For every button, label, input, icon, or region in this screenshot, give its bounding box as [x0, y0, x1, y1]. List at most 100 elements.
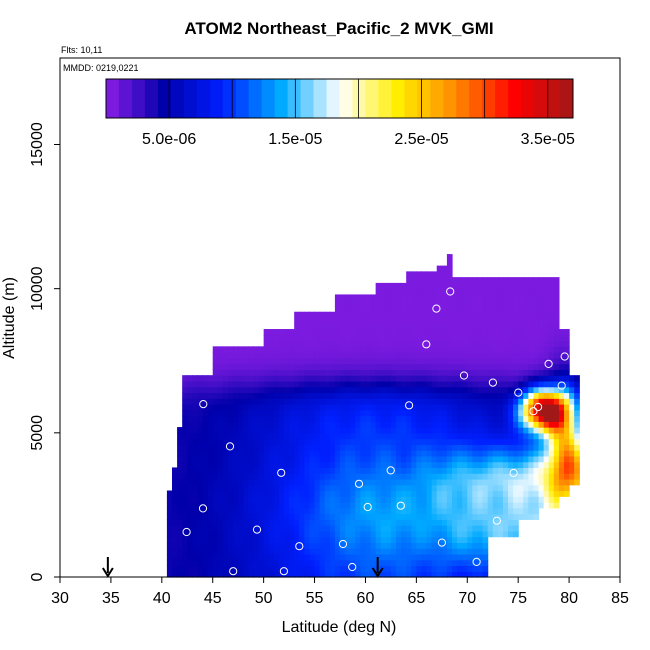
heatmap-cell: [452, 478, 458, 486]
heatmap-cell: [197, 530, 204, 538]
heatmap-cell: [355, 409, 361, 417]
heatmap-cell: [528, 357, 535, 365]
heatmap-cell: [548, 346, 555, 353]
heatmap-cell: [187, 467, 193, 474]
heatmap-cell: [375, 519, 382, 526]
heatmap-cell: [207, 536, 214, 543]
heatmap-cell: [182, 507, 188, 515]
heatmap-cell: [477, 409, 484, 417]
heatmap-cell: [436, 438, 443, 445]
heatmap-cell: [446, 571, 453, 578]
heatmap-cell: [228, 380, 234, 388]
heatmap-cell: [355, 432, 361, 440]
heatmap-cell: [401, 455, 407, 463]
heatmap-cell: [543, 369, 550, 376]
heatmap-cell: [350, 323, 356, 330]
heatmap-cell: [278, 340, 285, 347]
heatmap-cell: [538, 323, 545, 330]
heatmap-cell: [380, 386, 387, 394]
heatmap-cell: [375, 525, 382, 532]
heatmap-cell: [406, 346, 412, 353]
heatmap-cell: [533, 352, 540, 359]
heatmap-cell: [431, 507, 438, 515]
heatmap-cell: [390, 438, 397, 445]
heatmap-cell: [360, 369, 367, 376]
heatmap-cell: [431, 271, 438, 278]
heatmap-cell: [528, 375, 535, 382]
heatmap-cell: [258, 461, 265, 469]
heatmap-cell: [558, 346, 565, 353]
heatmap-cell: [523, 352, 529, 359]
heatmap-cell: [508, 473, 514, 480]
heatmap-cell: [187, 559, 193, 567]
heatmap-cell: [406, 473, 412, 480]
heatmap-cell: [182, 490, 188, 497]
heatmap-cell: [492, 329, 499, 336]
heatmap-cell: [319, 380, 326, 388]
heatmap-cell: [482, 340, 489, 347]
heatmap-cell: [324, 565, 331, 572]
heatmap-cell: [380, 553, 387, 561]
heatmap-cell: [416, 519, 423, 526]
heatmap-cell: [187, 548, 193, 555]
heatmap-cell: [406, 542, 412, 549]
heatmap-cell: [324, 507, 331, 515]
heatmap-cell: [304, 559, 311, 567]
heatmap-cell: [340, 438, 346, 445]
heatmap-cell: [416, 346, 423, 353]
heatmap-cell: [182, 536, 188, 543]
heatmap-cell: [441, 571, 448, 578]
heatmap-cell: [340, 386, 346, 394]
heatmap-cell: [243, 571, 249, 578]
heatmap-cell: [222, 525, 229, 532]
heatmap-cell: [436, 502, 443, 509]
heatmap-cell: [385, 484, 392, 492]
heatmap-cell: [411, 305, 417, 313]
heatmap-cell: [441, 305, 448, 313]
heatmap-cell: [441, 559, 448, 567]
heatmap-cell: [182, 548, 188, 555]
heatmap-cell: [182, 398, 188, 405]
heatmap-cell: [390, 519, 397, 526]
heatmap-cell: [426, 507, 433, 515]
heatmap-cell: [406, 352, 412, 359]
heatmap-cell: [538, 444, 545, 451]
heatmap-cell: [558, 478, 565, 486]
heatmap-cell: [177, 536, 183, 543]
heatmap-cell: [182, 415, 188, 422]
heatmap-cell: [233, 398, 239, 405]
heatmap-cell: [360, 363, 367, 370]
heatmap-cell: [273, 536, 280, 543]
heatmap-cell: [467, 444, 473, 451]
heatmap-cell: [431, 305, 438, 313]
heatmap-cell: [355, 455, 361, 463]
heatmap-cell: [538, 502, 545, 509]
heatmap-cell: [355, 559, 361, 567]
heatmap-cell: [370, 352, 377, 359]
heatmap-cell: [177, 513, 183, 520]
heatmap-cell: [192, 450, 199, 457]
heatmap-cell: [243, 536, 249, 543]
heatmap-cell: [350, 409, 356, 417]
heatmap-cell: [472, 461, 479, 469]
heatmap-cell: [350, 467, 356, 474]
heatmap-cell: [273, 334, 280, 342]
heatmap-cell: [457, 571, 463, 578]
heatmap-cell: [278, 346, 285, 353]
heatmap-cell: [508, 427, 514, 434]
heatmap-cell: [533, 277, 540, 284]
heatmap-cell: [487, 502, 494, 509]
heatmap-cell: [370, 317, 377, 324]
heatmap-cell: [299, 525, 305, 532]
heatmap-cell: [467, 282, 473, 290]
heatmap-cell: [365, 444, 372, 451]
heatmap-cell: [569, 421, 575, 428]
heatmap-cell: [411, 513, 417, 520]
heatmap-cell: [452, 502, 458, 509]
heatmap-cell: [406, 507, 412, 515]
heatmap-cell: [543, 461, 550, 469]
heatmap-cell: [370, 340, 377, 347]
heatmap-cell: [166, 553, 173, 561]
heatmap-cell: [411, 340, 417, 347]
heatmap-cell: [278, 329, 285, 336]
